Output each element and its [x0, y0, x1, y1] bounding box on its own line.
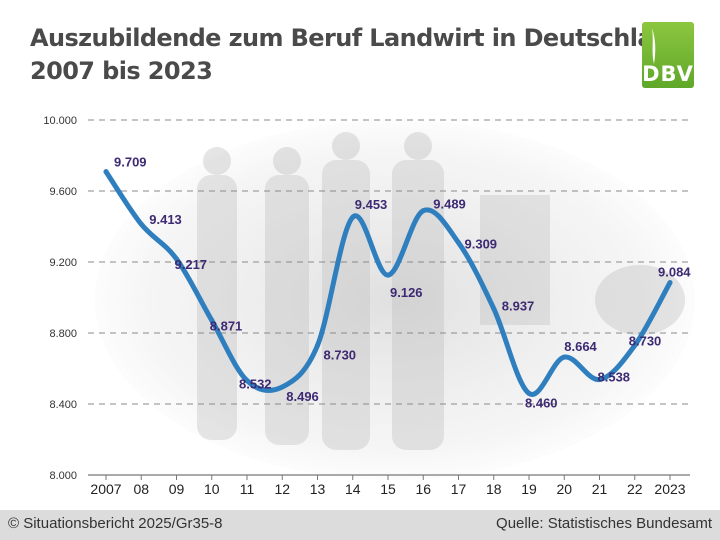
- x-tick-label: 17: [451, 481, 467, 497]
- y-tick-label: 8.000: [49, 470, 77, 482]
- x-tick-label: 2007: [90, 481, 121, 497]
- x-tick-label: 09: [169, 481, 185, 497]
- data-label: 8.460: [525, 395, 558, 410]
- x-tick-label: 22: [627, 481, 643, 497]
- data-point: [350, 214, 356, 220]
- x-tick-label: 10: [204, 481, 220, 497]
- data-point: [597, 377, 602, 383]
- x-tick-label: 11: [240, 481, 255, 497]
- photo-figure-head: [332, 132, 360, 160]
- data-label: 8.937: [502, 299, 535, 314]
- data-label: 8.538: [598, 370, 631, 385]
- data-point: [420, 208, 426, 214]
- data-label: 8.730: [629, 333, 662, 348]
- data-label: 8.496: [286, 389, 319, 404]
- data-point: [385, 272, 391, 278]
- photo-figure-head: [404, 132, 432, 160]
- x-axis-ticks: 2007 08 09 10 11 12 13 14 15 16 17 18 19 20 21 22 2023: [90, 475, 686, 497]
- x-tick-label: 08: [133, 481, 149, 497]
- data-label: 9.217: [175, 257, 208, 272]
- footer: © Situationsbericht 2025/Gr35-8 Quelle: …: [0, 510, 720, 540]
- data-label: 8.664: [564, 339, 597, 354]
- data-label: 9.709: [114, 155, 147, 170]
- data-label: 8.871: [210, 318, 243, 333]
- photo-figure: [197, 175, 237, 440]
- photo-figure-head: [273, 147, 301, 175]
- data-labels: 9.709 9.413 9.217 8.871 8.532 8.496 8.730 9.453…: [114, 155, 691, 411]
- logo-leaf-icon: [652, 28, 656, 64]
- data-point: [209, 317, 215, 323]
- logo-text: DBV: [642, 62, 694, 86]
- photo-figure: [322, 160, 370, 450]
- data-point: [632, 342, 638, 348]
- grid-lines: [88, 119, 690, 476]
- y-tick-label: 8.400: [49, 399, 77, 411]
- data-label: 9.453: [355, 197, 388, 212]
- x-tick-label: 18: [486, 481, 502, 497]
- title-line-2: 2007 bis 2023: [30, 57, 213, 85]
- x-tick-label: 12: [274, 481, 290, 497]
- data-label: 9.084: [658, 265, 691, 280]
- line-chart: 8.000 8.400 8.800 9.200 9.600 10.000 2007 08 09…: [43, 115, 695, 497]
- data-point: [315, 342, 320, 348]
- x-tick-label: 15: [380, 481, 396, 497]
- data-point: [244, 378, 250, 384]
- y-tick-label: 10.000: [43, 115, 77, 127]
- data-label: 8.532: [239, 377, 272, 392]
- data-points: [103, 169, 673, 396]
- chart-title: Auszubildende zum Beruf Landwirt in Deut…: [30, 22, 687, 88]
- y-tick-label: 8.800: [49, 328, 77, 340]
- data-point: [279, 384, 285, 390]
- data-point: [561, 354, 567, 360]
- y-tick-label: 9.200: [49, 257, 77, 269]
- data-label: 9.489: [433, 197, 466, 212]
- data-label: 9.126: [390, 285, 423, 300]
- data-label: 8.730: [324, 347, 357, 362]
- background-photo: [95, 120, 695, 480]
- x-tick-label: 19: [521, 481, 537, 497]
- data-point: [456, 240, 461, 246]
- data-point: [103, 169, 109, 175]
- photo-glow: [95, 120, 695, 480]
- x-tick-label: 2023: [654, 481, 685, 497]
- data-point: [667, 280, 673, 286]
- footer-source: Quelle: Statistisches Bundesamt: [496, 515, 712, 532]
- dbv-logo: DBV: [642, 22, 694, 88]
- photo-figure-head: [203, 147, 231, 175]
- photo-cow: [595, 265, 685, 335]
- y-axis-ticks: 8.000 8.400 8.800 9.200 9.600 10.000: [43, 115, 77, 482]
- photo-figure: [392, 160, 444, 450]
- x-tick-label: 20: [556, 481, 572, 497]
- data-point: [174, 256, 179, 262]
- data-label: 9.309: [465, 237, 498, 252]
- data-label: 9.413: [149, 212, 182, 227]
- y-tick-label: 9.600: [49, 186, 77, 198]
- footer-copyright: © Situationsbericht 2025/Gr35-8: [8, 515, 223, 532]
- data-point: [526, 390, 532, 396]
- title-line-1: Auszubildende zum Beruf Landwirt in Deut…: [30, 24, 687, 52]
- x-tick-label: 16: [415, 481, 431, 497]
- data-point: [138, 221, 144, 227]
- x-tick-label: 13: [310, 481, 326, 497]
- data-point: [491, 306, 497, 312]
- x-tick-label: 21: [592, 481, 608, 497]
- x-tick-label: 14: [345, 481, 361, 497]
